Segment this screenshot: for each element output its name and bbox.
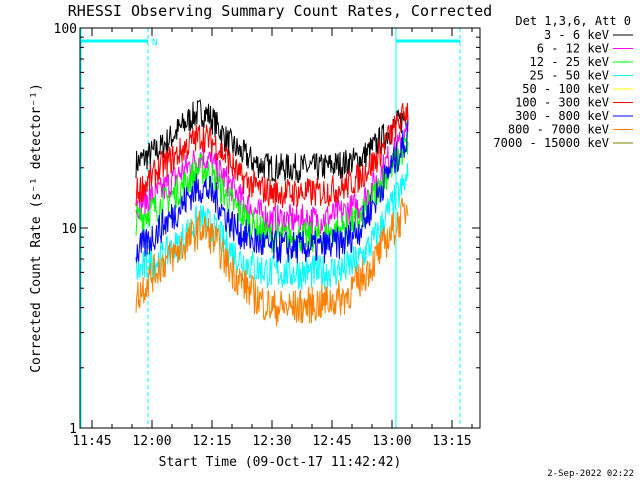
legend-header: Det 1,3,6, Att 0 [515, 14, 631, 28]
chart-title: RHESSI Observing Summary Count Rates, Co… [68, 2, 492, 20]
night-marker-label: N [152, 38, 157, 48]
series-line-5 [135, 102, 409, 208]
series-line-0 [135, 98, 409, 183]
legend-label: 300 - 800 keV [515, 109, 609, 123]
chart-axes: 11:45 12:00 12:15 12:30 12:45 13:00 13:15 1 10 10… [54, 22, 480, 449]
x-tick-label: 13:15 [432, 434, 471, 449]
legend-label: 50 - 100 keV [522, 82, 609, 96]
legend-label: 3 - 6 keV [544, 28, 609, 42]
x-tick-label: 11:45 [72, 434, 111, 449]
x-tick-label: 12:30 [252, 434, 291, 449]
legend-label: 25 - 50 keV [530, 69, 609, 83]
x-axis-label: Start Time (09-Oct-17 11:42:42) [159, 455, 402, 470]
legend-label: 800 - 7000 keV [508, 123, 609, 137]
y-tick-label: 100 [54, 22, 77, 37]
x-tick-label: 13:00 [372, 434, 411, 449]
legend-label: 12 - 25 keV [530, 55, 609, 69]
date-stamp: 2-Sep-2022 02:22 [547, 469, 634, 479]
legend-label: 6 - 12 keV [537, 42, 609, 56]
y-tick-label: 10 [61, 222, 77, 237]
legend-label: 7000 - 15000 keV [493, 136, 609, 150]
legend-label: 100 - 300 keV [515, 96, 609, 110]
series-line-7 [135, 197, 409, 327]
chart-marks: N [80, 28, 461, 428]
x-tick-label: 12:45 [312, 434, 351, 449]
y-tick-label: 1 [69, 422, 77, 437]
series-line-6 [135, 121, 409, 264]
x-tick-label: 12:15 [192, 434, 231, 449]
y-axis-label: Corrected Count Rate (s⁻¹ detector⁻¹) [29, 83, 44, 373]
x-tick-label: 12:00 [132, 434, 171, 449]
